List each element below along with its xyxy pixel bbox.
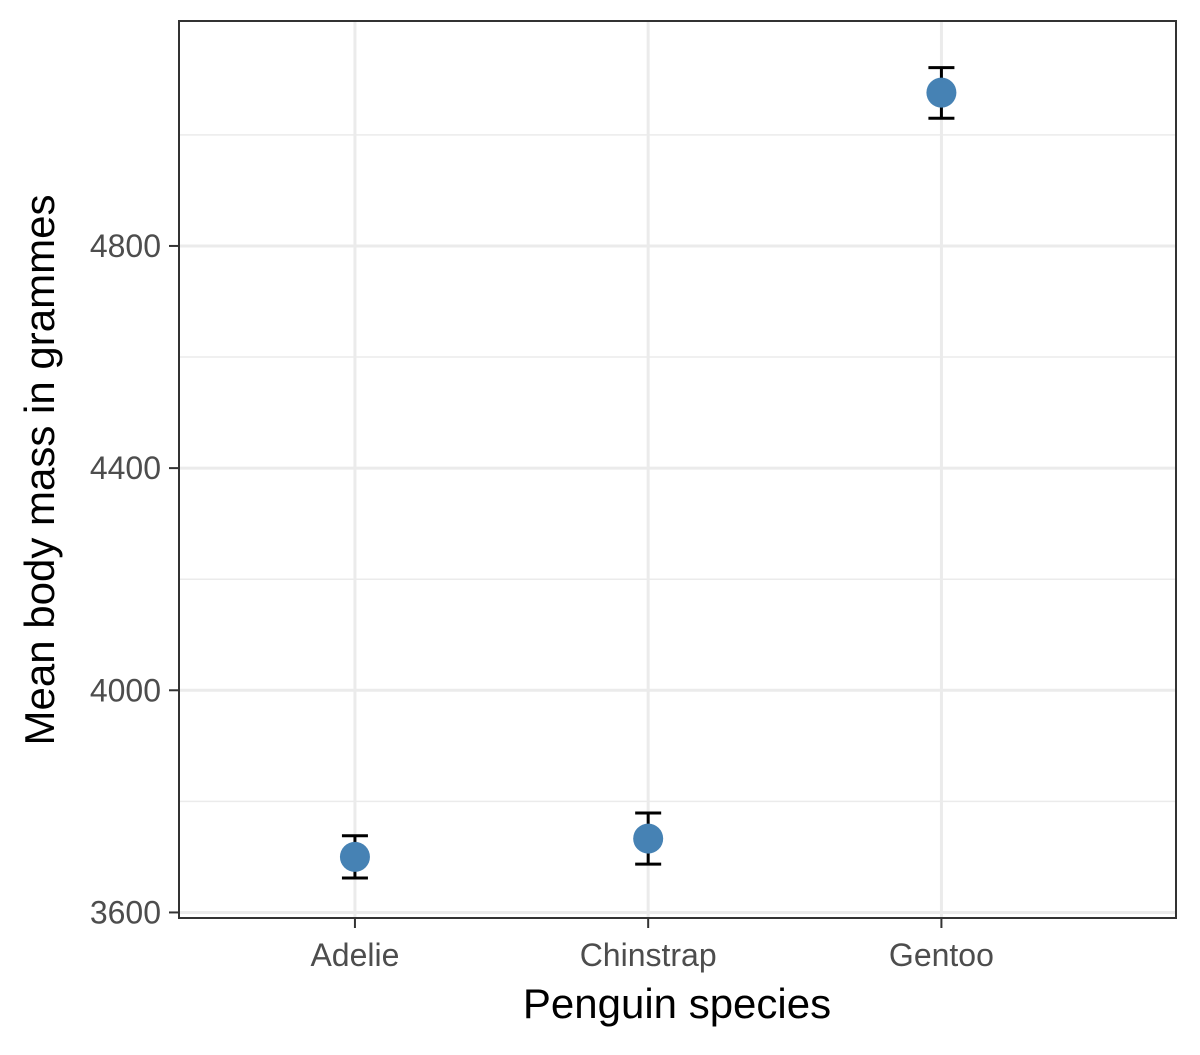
y-tick-label: 4400 — [90, 450, 161, 486]
x-axis-title: Penguin species — [523, 980, 831, 1027]
y-tick-label: 4000 — [90, 672, 161, 708]
x-tick-label: Chinstrap — [580, 937, 717, 973]
x-tick-label: Gentoo — [889, 937, 994, 973]
panel-border — [178, 20, 1177, 919]
data-point — [633, 823, 664, 854]
axis-layer: 3600 4000 4400 4800 Adelie Chinstrap Gentoo — [90, 228, 994, 973]
x-tick-label: Adelie — [310, 937, 399, 973]
grid-layer — [179, 21, 1176, 918]
y-axis-title: Mean body mass in grammes — [16, 195, 63, 746]
y-tick-label: 4800 — [90, 228, 161, 264]
point-layer — [339, 77, 957, 872]
data-point — [339, 841, 370, 872]
y-tick-label: 3600 — [90, 894, 161, 930]
data-point — [926, 77, 957, 108]
